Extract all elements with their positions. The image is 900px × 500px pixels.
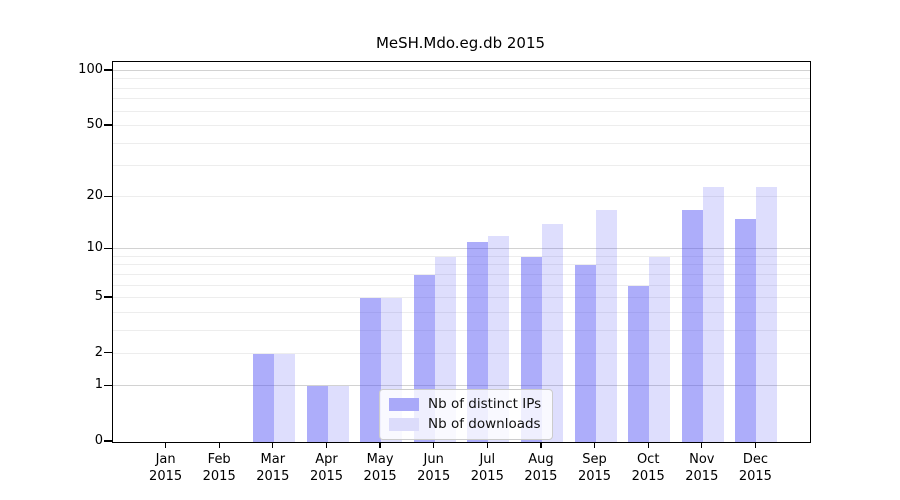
y-tick-label: 1: [94, 377, 103, 393]
y-axis-labels: 0 1 2 5 10 20 50 100: [0, 61, 103, 448]
x-tick-label: Dec 2015: [738, 452, 772, 484]
gridline: [113, 78, 810, 80]
x-tick-mark: [593, 442, 596, 448]
x-tick-label: Sep 2015: [577, 452, 612, 484]
y-tick-label: 2: [94, 344, 103, 360]
y-tick-label: 0: [94, 433, 103, 448]
bar-distinct-ips: [681, 209, 703, 442]
y-tick-mark: [104, 124, 112, 126]
legend-label-distinct-ips: Nb of distinct IPs: [428, 396, 542, 412]
x-tick-label: Jun 2015: [417, 452, 451, 484]
gridline: [113, 255, 810, 257]
gridline: [113, 87, 810, 89]
y-tick-mark: [104, 69, 112, 71]
x-tick-label: Feb 2015: [202, 452, 236, 484]
y-tick-mark: [104, 440, 112, 442]
gridline: [113, 273, 810, 275]
x-tick-label: Apr 2015: [309, 452, 344, 484]
x-axis-labels: Jan 2015 Feb 2015 Mar 2015 Apr 2015 May 2015 Jun 20…: [112, 452, 809, 492]
y-tick-label: 50: [86, 116, 103, 132]
bar-distinct-ips: [574, 265, 596, 442]
x-tick-mark: [165, 442, 167, 448]
gridline: [113, 352, 810, 354]
legend-item-downloads: Nb of downloads: [389, 417, 541, 432]
x-tick-label: Jul 2015: [470, 452, 504, 484]
x-tick-mark: [379, 442, 381, 448]
x-tick-mark: [647, 442, 649, 448]
legend-swatch-distinct-ips: [389, 398, 419, 411]
x-tick-label: Mar 2015: [256, 452, 290, 484]
legend-swatch-downloads: [389, 418, 419, 431]
gridline: [113, 248, 810, 250]
x-tick-mark: [272, 442, 274, 448]
legend-item-distinct-ips: Nb of distinct IPs: [389, 397, 541, 412]
y-tick-mark: [104, 352, 112, 354]
bar-distinct-ips: [252, 353, 274, 442]
y-tick-mark: [104, 195, 112, 197]
gridline: [113, 110, 810, 112]
bar-downloads: [273, 353, 295, 442]
bar-distinct-ips: [306, 386, 328, 442]
y-axis-ticks: [104, 61, 112, 442]
gridline: [113, 264, 810, 266]
x-tick-label: Aug 2015: [524, 452, 558, 484]
bar-downloads: [649, 256, 671, 442]
legend: Nb of distinct IPs Nb of downloads: [379, 389, 554, 440]
x-tick-mark: [754, 442, 756, 448]
bar-downloads: [541, 224, 563, 442]
bar-downloads: [756, 186, 778, 442]
gridline: [113, 124, 810, 126]
bar-distinct-ips: [360, 297, 382, 442]
gridline: [113, 98, 810, 100]
gridline: [113, 385, 810, 387]
bar-distinct-ips: [628, 285, 650, 442]
gridline: [113, 284, 810, 286]
legend-label-downloads: Nb of downloads: [428, 416, 541, 432]
y-tick-label: 100: [78, 62, 103, 78]
bar-downloads: [327, 386, 349, 442]
x-tick-label: Nov 2015: [685, 452, 719, 484]
x-tick-mark: [701, 442, 703, 448]
chart-title: MeSH.Mdo.eg.db 2015: [375, 34, 546, 52]
x-tick-label: Oct 2015: [631, 452, 665, 484]
plot-area: Nb of distinct IPs Nb of downloads: [112, 61, 811, 443]
x-tick-mark: [540, 442, 542, 448]
bar-distinct-ips: [735, 219, 757, 442]
gridline: [113, 329, 810, 331]
x-tick-mark: [325, 442, 328, 448]
x-tick-mark: [486, 442, 488, 448]
bar-downloads: [702, 186, 724, 442]
y-tick-label: 20: [86, 188, 103, 204]
x-tick-label: May 2015: [363, 452, 397, 484]
bar-downloads: [595, 209, 617, 442]
x-tick-mark: [218, 442, 220, 448]
y-tick-mark: [104, 247, 112, 249]
y-tick-label: 10: [86, 240, 103, 256]
x-axis-ticks: [112, 442, 809, 449]
gridlines-layer: [113, 62, 810, 442]
gridline: [113, 142, 810, 144]
gridline: [113, 196, 810, 198]
y-tick-mark: [104, 384, 112, 386]
gridline: [113, 70, 810, 72]
y-tick-mark: [104, 296, 112, 298]
gridline: [113, 296, 810, 298]
gridline: [113, 164, 810, 166]
y-tick-label: 5: [94, 288, 103, 304]
x-tick-label: Jan 2015: [149, 452, 183, 484]
x-tick-mark: [433, 442, 435, 448]
gridline: [113, 311, 810, 313]
